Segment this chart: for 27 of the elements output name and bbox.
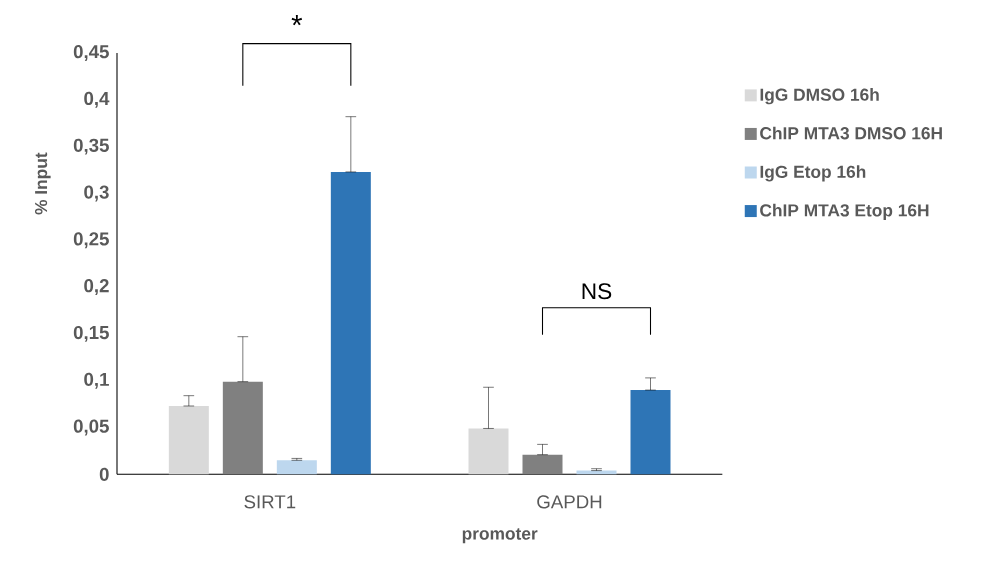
legend-label: IgG DMSO 16h bbox=[760, 88, 879, 105]
y-tick-label: 0,05 bbox=[73, 419, 109, 436]
legend-label: ChIP MTA3 DMSO 16H bbox=[760, 126, 942, 140]
bar bbox=[630, 390, 671, 475]
y-tick-label: 0,35 bbox=[73, 138, 109, 155]
y-tick-label: 0,15 bbox=[73, 325, 109, 342]
y-tick-label: 0 bbox=[99, 467, 109, 481]
y-tick-label: 0,1 bbox=[84, 372, 109, 389]
bar bbox=[222, 381, 263, 475]
legend-label: IgG Etop 16h bbox=[760, 165, 866, 182]
y-tick-label: 0,45 bbox=[73, 45, 109, 61]
bar bbox=[276, 460, 317, 475]
x-tick-label: GAPDH bbox=[537, 495, 602, 509]
y-tick-label: 0,2 bbox=[84, 279, 109, 296]
bar bbox=[168, 405, 209, 475]
y-tick-label: 0,3 bbox=[84, 185, 109, 202]
y-tick-label: 0,25 bbox=[73, 232, 109, 249]
x-axis-title: promoter bbox=[462, 528, 538, 544]
legend-label: ChIP MTA3 Etop 16H bbox=[760, 203, 929, 220]
x-tick-label: SIRT1 bbox=[244, 495, 296, 509]
y-axis-title: % Input bbox=[34, 152, 51, 215]
y-tick-label: 0,4 bbox=[84, 91, 110, 108]
bar bbox=[522, 454, 563, 475]
bar bbox=[468, 428, 509, 475]
text: * bbox=[291, 15, 303, 26]
annotation: NS bbox=[582, 283, 612, 300]
bar bbox=[330, 171, 371, 475]
